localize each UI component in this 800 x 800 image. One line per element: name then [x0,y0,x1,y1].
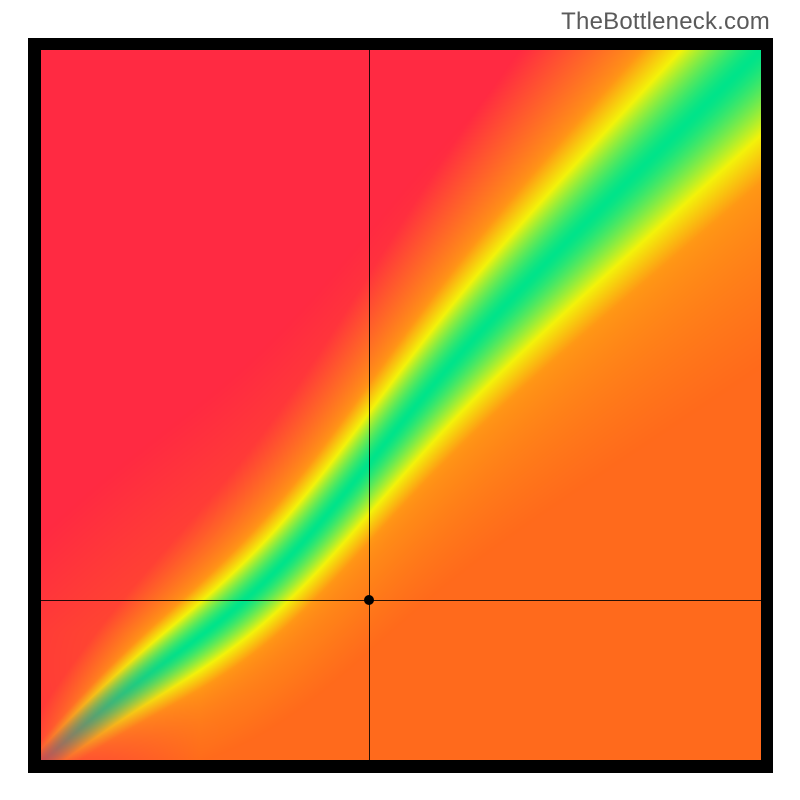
marker-dot [364,595,374,605]
crosshair-horizontal [41,600,761,601]
heatmap-canvas [41,50,761,760]
root: TheBottleneck.com [0,0,800,800]
chart-frame [28,38,773,773]
watermark-text: TheBottleneck.com [561,8,770,36]
crosshair-vertical [369,50,370,760]
